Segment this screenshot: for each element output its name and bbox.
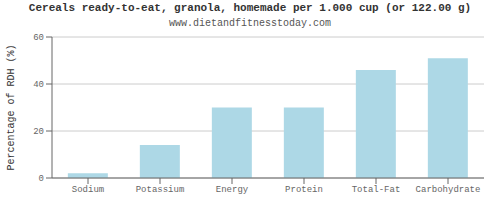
svg-text:40: 40 [33, 80, 44, 90]
svg-text:Percentage of RDH (%): Percentage of RDH (%) [8, 44, 17, 170]
svg-text:Protein: Protein [285, 185, 323, 195]
svg-text:60: 60 [33, 33, 44, 43]
svg-text:20: 20 [33, 127, 44, 137]
svg-text:Sodium: Sodium [72, 185, 104, 195]
html-text:www.dietandfitnesstoday.com: www.dietandfitnesstoday.com [169, 18, 331, 29]
svg-text:0: 0 [39, 174, 44, 184]
svg-text:Energy: Energy [216, 185, 249, 195]
svg-text:Total-Fat: Total-Fat [352, 185, 401, 195]
svg-text:Potassium: Potassium [136, 185, 185, 195]
svg-text:Carbohydrate: Carbohydrate [416, 185, 481, 195]
html-text:Cereals ready-to-eat, granola,: Cereals ready-to-eat, granola, homemade … [28, 2, 472, 14]
